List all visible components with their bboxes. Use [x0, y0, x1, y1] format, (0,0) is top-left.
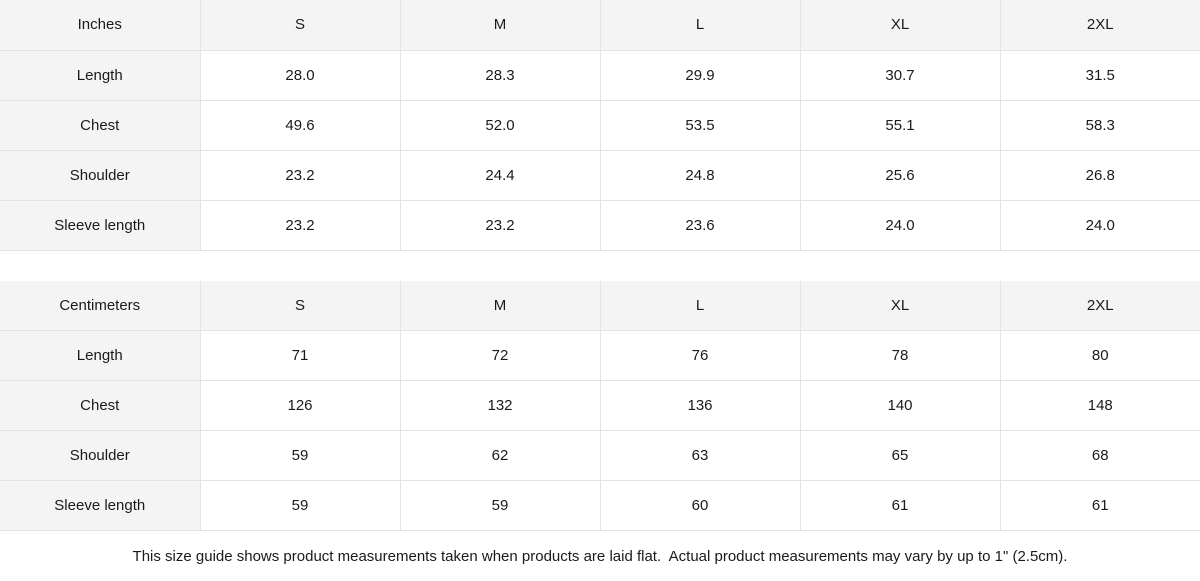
- cell-length-m: 72: [399, 330, 601, 381]
- cell-shoulder-s: 59: [199, 430, 401, 481]
- row-label-sleeve-length: Sleeve length: [0, 199, 201, 251]
- cell-length-s: 71: [199, 330, 401, 381]
- table-row: Sleeve length 23.2 23.2 23.6 24.0 24.0: [0, 199, 1200, 251]
- cell-chest-l: 136: [599, 380, 801, 431]
- size-header-m: M: [399, 0, 601, 51]
- size-header-l: L: [599, 0, 801, 51]
- table-row: Sleeve length 59 59 60 61 61: [0, 480, 1200, 531]
- size-header-l: L: [599, 280, 801, 331]
- table-row: Chest 126 132 136 140 148: [0, 380, 1200, 431]
- cell-chest-s: 126: [199, 380, 401, 431]
- cell-length-l: 29.9: [599, 49, 801, 101]
- cell-sleeve-2xl: 61: [999, 480, 1200, 531]
- size-header-2xl: 2XL: [999, 280, 1200, 331]
- table-row: Shoulder 59 62 63 65 68: [0, 430, 1200, 481]
- size-header-xl: XL: [799, 0, 1001, 51]
- cell-chest-xl: 55.1: [799, 99, 1001, 151]
- table-row: Chest 49.6 52.0 53.5 55.1 58.3: [0, 99, 1200, 151]
- cell-length-s: 28.0: [199, 49, 401, 101]
- cell-shoulder-2xl: 68: [999, 430, 1200, 481]
- cell-sleeve-xl: 61: [799, 480, 1001, 531]
- row-label-length: Length: [0, 49, 201, 101]
- cell-sleeve-2xl: 24.0: [999, 199, 1200, 251]
- cell-shoulder-xl: 25.6: [799, 149, 1001, 201]
- cell-chest-s: 49.6: [199, 99, 401, 151]
- cell-chest-2xl: 148: [999, 380, 1200, 431]
- cell-chest-m: 132: [399, 380, 601, 431]
- size-header-s: S: [199, 0, 401, 51]
- cell-length-m: 28.3: [399, 49, 601, 101]
- row-label-length: Length: [0, 330, 201, 381]
- row-label-sleeve-length: Sleeve length: [0, 480, 201, 531]
- cell-sleeve-xl: 24.0: [799, 199, 1001, 251]
- cell-sleeve-m: 23.2: [399, 199, 601, 251]
- unit-label-centimeters: Centimeters: [0, 280, 201, 331]
- cell-length-2xl: 80: [999, 330, 1200, 381]
- size-table-inches: Inches S M L XL 2XL Length 28.0 28.3 29.…: [0, 0, 1200, 251]
- cell-shoulder-l: 63: [599, 430, 801, 481]
- cell-shoulder-xl: 65: [799, 430, 1001, 481]
- cell-chest-l: 53.5: [599, 99, 801, 151]
- cell-chest-xl: 140: [799, 380, 1001, 431]
- cell-length-l: 76: [599, 330, 801, 381]
- cell-shoulder-2xl: 26.8: [999, 149, 1200, 201]
- unit-label-inches: Inches: [0, 0, 201, 51]
- size-header-s: S: [199, 280, 401, 331]
- size-header-2xl: 2XL: [999, 0, 1200, 51]
- cell-sleeve-s: 23.2: [199, 199, 401, 251]
- cell-shoulder-l: 24.8: [599, 149, 801, 201]
- row-label-shoulder: Shoulder: [0, 149, 201, 201]
- table-header-row: Inches S M L XL 2XL: [0, 0, 1200, 51]
- size-guide-note-text: This size guide shows product measuremen…: [132, 547, 1068, 565]
- cell-shoulder-s: 23.2: [199, 149, 401, 201]
- size-header-m: M: [399, 280, 601, 331]
- table-header-row: Centimeters S M L XL 2XL: [0, 280, 1200, 331]
- cell-sleeve-s: 59: [199, 480, 401, 531]
- table-row: Length 71 72 76 78 80: [0, 330, 1200, 381]
- cell-shoulder-m: 24.4: [399, 149, 601, 201]
- table-spacer: [0, 250, 1200, 281]
- table-row: Shoulder 23.2 24.4 24.8 25.6 26.8: [0, 149, 1200, 201]
- size-header-xl: XL: [799, 280, 1001, 331]
- size-table-centimeters: Centimeters S M L XL 2XL Length 71 72 76…: [0, 280, 1200, 531]
- cell-sleeve-m: 59: [399, 480, 601, 531]
- cell-chest-m: 52.0: [399, 99, 601, 151]
- cell-chest-2xl: 58.3: [999, 99, 1200, 151]
- row-label-chest: Chest: [0, 99, 201, 151]
- row-label-chest: Chest: [0, 380, 201, 431]
- cell-sleeve-l: 60: [599, 480, 801, 531]
- cell-shoulder-m: 62: [399, 430, 601, 481]
- cell-length-xl: 78: [799, 330, 1001, 381]
- size-guide-note: This size guide shows product measuremen…: [0, 531, 1200, 581]
- cell-length-xl: 30.7: [799, 49, 1001, 101]
- table-row: Length 28.0 28.3 29.9 30.7 31.5: [0, 49, 1200, 101]
- cell-sleeve-l: 23.6: [599, 199, 801, 251]
- row-label-shoulder: Shoulder: [0, 430, 201, 481]
- cell-length-2xl: 31.5: [999, 49, 1200, 101]
